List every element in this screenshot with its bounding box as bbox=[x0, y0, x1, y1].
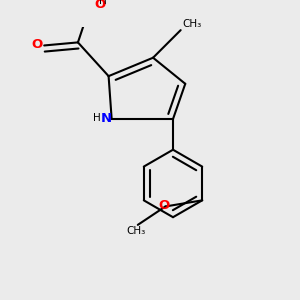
Text: H: H bbox=[93, 113, 101, 123]
Text: H: H bbox=[99, 0, 107, 6]
Text: CH₃: CH₃ bbox=[182, 19, 202, 28]
Text: O: O bbox=[158, 199, 169, 212]
Text: N: N bbox=[101, 112, 112, 125]
Text: O: O bbox=[94, 0, 105, 11]
Text: O: O bbox=[32, 38, 43, 51]
Text: CH₃: CH₃ bbox=[127, 226, 146, 236]
